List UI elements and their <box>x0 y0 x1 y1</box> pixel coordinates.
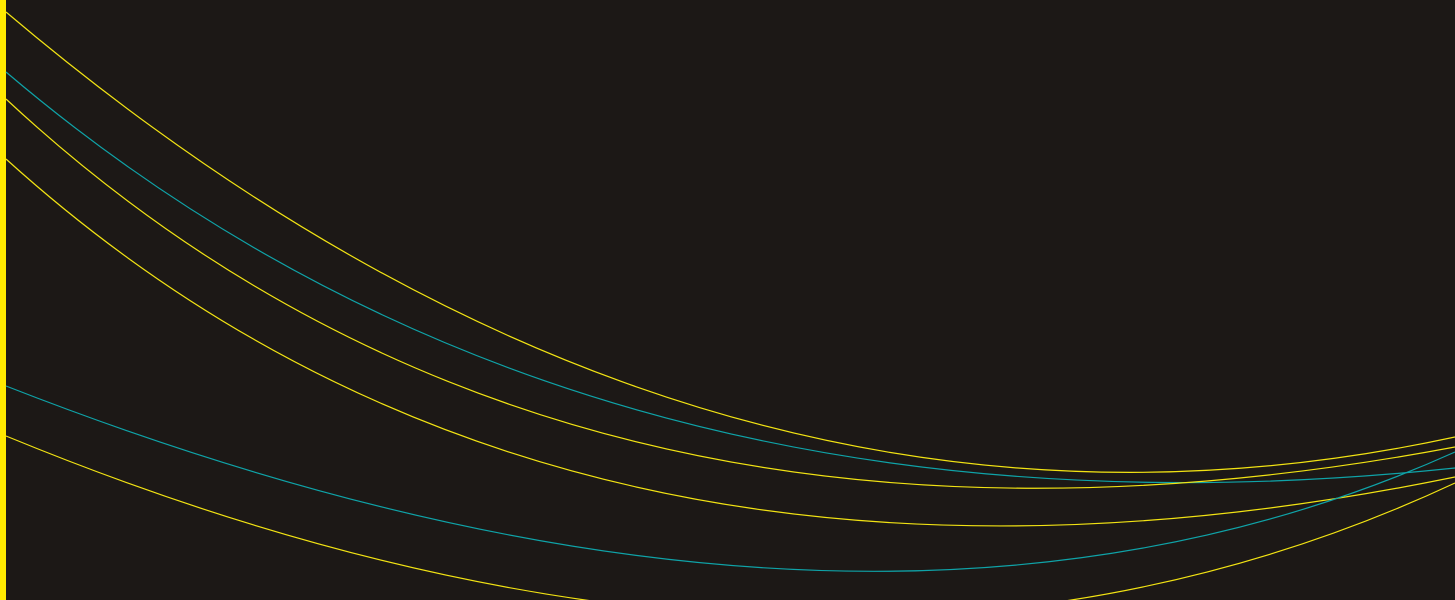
curve-line-1 <box>5 11 1455 473</box>
curve-line-2 <box>5 71 1455 484</box>
curve-line-3 <box>5 98 1455 489</box>
curve-line-6 <box>5 435 1455 600</box>
curve-line-5 <box>5 385 1455 572</box>
left-accent-bar <box>0 0 6 600</box>
curve-line-4 <box>5 158 1455 527</box>
